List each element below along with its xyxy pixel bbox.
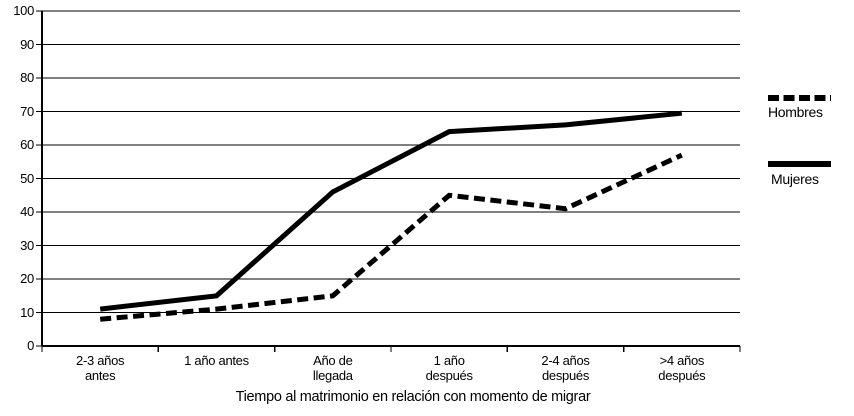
- legend-label-hombres: Hombres: [768, 104, 823, 120]
- y-axis-tick-label: 80: [20, 70, 34, 85]
- y-axis-tick-label: 30: [20, 237, 34, 253]
- y-axis-tick-label: 50: [20, 170, 34, 186]
- y-axis-tick-label: 0: [27, 338, 34, 353]
- y-axis-tick-label: 90: [20, 36, 34, 52]
- y-axis-tick-label: 20: [20, 271, 34, 286]
- x-axis-category-label: Año de llegada: [312, 353, 353, 383]
- y-axis-tick-label: 100: [13, 3, 34, 18]
- legend-dashed-line-swatch: [768, 95, 831, 101]
- x-axis-category-label: 2-4 años después: [541, 353, 590, 383]
- series-line-mujeres: [99, 110, 683, 312]
- series-line-hombres: [99, 152, 683, 322]
- x-axis-category-label: >4 años después: [658, 353, 706, 383]
- x-axis-category-label: 1 año después: [425, 353, 473, 383]
- y-axis-tick-label: 10: [20, 304, 34, 320]
- legend-solid-line-swatch: [768, 161, 831, 167]
- y-axis-tick-label: 40: [20, 204, 34, 219]
- y-axis-tick-label: 70: [20, 103, 34, 119]
- legend-label-mujeres: Mujeres: [771, 171, 819, 187]
- y-axis-tick-label: 60: [20, 137, 34, 152]
- x-axis-title: Tiempo al matrimonio en relación con mom…: [235, 389, 591, 405]
- x-axis-category-label: 2-3 años antes: [76, 353, 125, 383]
- x-axis-category-label: 1 año antes: [184, 353, 249, 368]
